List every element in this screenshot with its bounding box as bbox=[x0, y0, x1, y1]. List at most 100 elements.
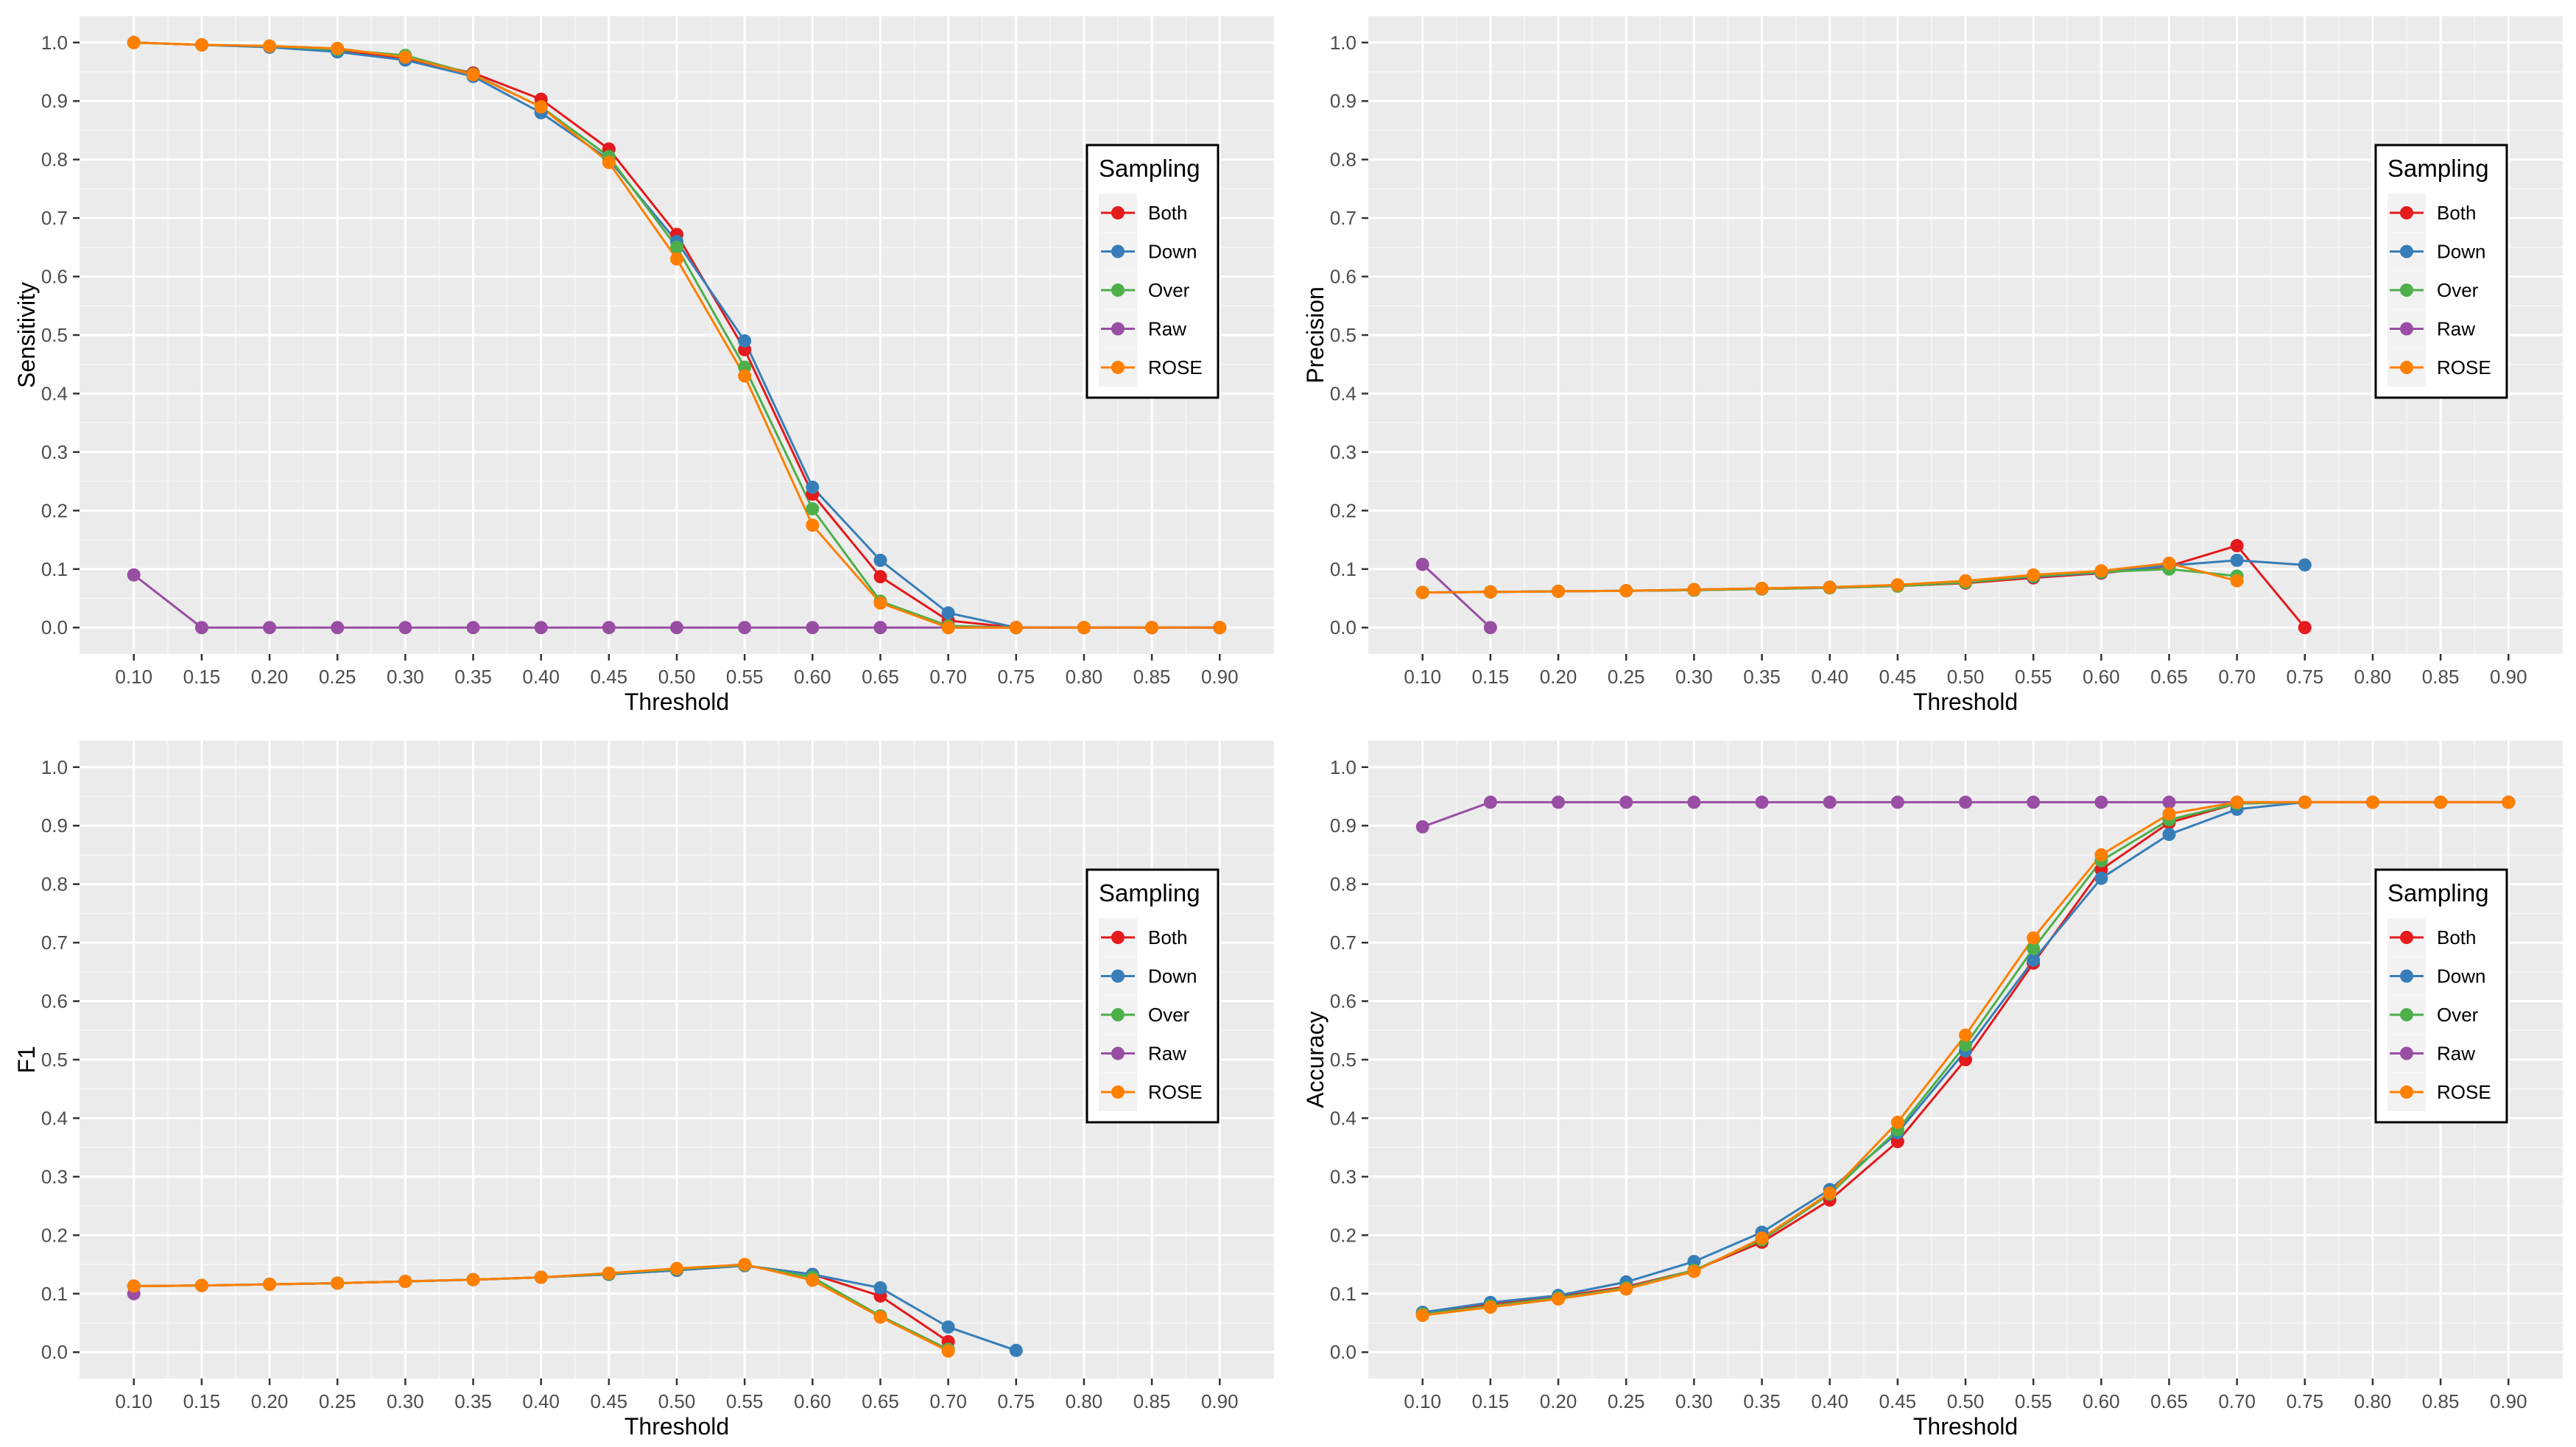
data-point-rose bbox=[127, 1279, 141, 1293]
legend-key-point bbox=[2400, 1046, 2413, 1060]
data-point-raw bbox=[1755, 795, 1769, 809]
legend-key-point bbox=[1111, 322, 1125, 336]
y-tick-label: 0.9 bbox=[41, 90, 68, 112]
legend: Sampling Both Down Over Raw ROSE bbox=[2374, 868, 2508, 1124]
legend-label-down: Down bbox=[1148, 241, 1197, 263]
legend-key-point bbox=[1111, 284, 1125, 297]
x-tick-label: 0.85 bbox=[2422, 1390, 2460, 1412]
data-point-down bbox=[2230, 553, 2244, 567]
x-tick-label: 0.20 bbox=[251, 1390, 289, 1412]
data-point-rose bbox=[2298, 795, 2312, 809]
chart-panel-2: 0.0 0.1 0.2 0.3 0.4 0.5 0.6 0.7 0.8 0.9 1.0 0.10 0.1… bbox=[1302, 16, 2563, 715]
x-tick-label: 0.20 bbox=[251, 666, 289, 688]
y-tick-label: 0.1 bbox=[41, 558, 68, 580]
x-tick-label: 0.30 bbox=[1675, 1390, 1713, 1412]
x-tick-label: 0.10 bbox=[1404, 666, 1441, 688]
data-point-rose bbox=[670, 1261, 683, 1275]
legend-label-over: Over bbox=[1148, 1004, 1190, 1026]
data-point-down bbox=[941, 1320, 955, 1334]
data-point-raw bbox=[194, 621, 208, 635]
data-point-raw bbox=[398, 621, 412, 635]
data-point-down bbox=[1009, 1343, 1023, 1357]
x-axis-title: Threshold bbox=[1913, 1413, 2018, 1440]
data-point-over bbox=[806, 501, 820, 515]
legend-key-point bbox=[1111, 1008, 1125, 1021]
x-axis-title: Threshold bbox=[1913, 689, 2018, 715]
data-point-down bbox=[2298, 558, 2312, 572]
data-point-raw bbox=[1823, 795, 1837, 809]
legend: Sampling Both Down Over Raw ROSE bbox=[1085, 868, 1220, 1124]
x-tick-label: 0.90 bbox=[1201, 1390, 1239, 1412]
data-point-raw bbox=[1415, 557, 1429, 571]
data-point-rose bbox=[2027, 568, 2041, 582]
legend-key-point bbox=[1111, 244, 1125, 258]
data-point-down bbox=[873, 1281, 887, 1295]
y-tick-label: 0.2 bbox=[41, 1224, 68, 1246]
x-tick-label: 0.30 bbox=[387, 666, 424, 688]
data-point-raw bbox=[534, 621, 548, 635]
data-point-rose bbox=[2162, 556, 2176, 570]
y-tick-label: 0.7 bbox=[41, 207, 68, 229]
legend: Sampling Both Down Over Raw ROSE bbox=[2374, 144, 2508, 399]
y-axis-title: Accuracy bbox=[1302, 1011, 1329, 1108]
x-tick-label: 0.75 bbox=[997, 666, 1035, 688]
y-tick-label: 0.5 bbox=[41, 1049, 68, 1071]
x-tick-label: 0.15 bbox=[183, 666, 221, 688]
x-tick-label: 0.70 bbox=[929, 1390, 967, 1412]
legend-key-point bbox=[1111, 969, 1125, 983]
y-tick-label: 0.7 bbox=[1330, 207, 1356, 229]
data-point-rose bbox=[1415, 585, 1429, 599]
y-tick-label: 0.1 bbox=[1330, 558, 1356, 580]
data-point-both bbox=[2230, 539, 2244, 553]
chart-panel-4: 0.0 0.1 0.2 0.3 0.4 0.5 0.6 0.7 0.8 0.9 1.0 0.10 0.1… bbox=[1302, 741, 2563, 1440]
data-point-raw bbox=[670, 621, 683, 635]
legend-title: Sampling bbox=[1099, 879, 1200, 906]
data-point-rose bbox=[1552, 1292, 1566, 1306]
x-tick-label: 0.15 bbox=[1472, 666, 1510, 688]
x-tick-label: 0.75 bbox=[2286, 1390, 2323, 1412]
legend-label-rose: ROSE bbox=[1148, 356, 1203, 379]
legend-label-raw: Raw bbox=[2437, 318, 2475, 340]
x-tick-label: 0.70 bbox=[2218, 666, 2256, 688]
legend-label-rose: ROSE bbox=[2437, 1081, 2491, 1103]
x-tick-label: 0.55 bbox=[2015, 666, 2052, 688]
y-tick-label: 0.8 bbox=[41, 149, 68, 171]
data-point-rose bbox=[2162, 807, 2176, 821]
data-point-down bbox=[2094, 871, 2108, 885]
legend-label-over: Over bbox=[2437, 1004, 2479, 1026]
y-tick-label: 0.9 bbox=[1330, 90, 1356, 112]
data-point-rose bbox=[2094, 564, 2108, 578]
legend-label-down: Down bbox=[1148, 965, 1197, 987]
data-point-rose bbox=[2502, 795, 2516, 809]
data-point-raw bbox=[1890, 795, 1904, 809]
x-tick-label: 0.35 bbox=[454, 666, 492, 688]
data-point-raw bbox=[602, 621, 616, 635]
x-tick-label: 0.20 bbox=[1540, 1390, 1577, 1412]
data-point-rose bbox=[1687, 1264, 1701, 1278]
legend-key-point bbox=[1111, 206, 1125, 219]
x-tick-label: 0.85 bbox=[2422, 666, 2460, 688]
x-tick-label: 0.35 bbox=[1743, 666, 1781, 688]
x-tick-label: 0.70 bbox=[929, 666, 967, 688]
data-point-rose bbox=[2094, 848, 2108, 862]
legend-key-point bbox=[2400, 244, 2413, 258]
data-point-raw bbox=[331, 621, 345, 635]
data-point-raw bbox=[2027, 795, 2041, 809]
data-point-raw bbox=[1619, 795, 1633, 809]
x-tick-label: 0.45 bbox=[591, 666, 628, 688]
y-tick-label: 0.4 bbox=[41, 382, 68, 404]
series-line-raw bbox=[1421, 563, 1491, 629]
y-tick-label: 0.7 bbox=[41, 932, 68, 954]
data-point-raw bbox=[2094, 795, 2108, 809]
data-point-rose bbox=[873, 596, 887, 610]
data-point-rose bbox=[2365, 795, 2379, 809]
y-tick-label: 0.6 bbox=[1330, 266, 1356, 288]
x-tick-label: 0.80 bbox=[2354, 1390, 2392, 1412]
x-tick-label: 0.20 bbox=[1540, 666, 1577, 688]
data-point-rose bbox=[194, 1278, 208, 1292]
legend-label-both: Both bbox=[1148, 926, 1188, 948]
legend-key-point bbox=[1111, 361, 1125, 374]
y-tick-label: 0.3 bbox=[41, 1166, 68, 1188]
legend-label-rose: ROSE bbox=[1148, 1081, 1203, 1103]
data-point-raw bbox=[806, 621, 820, 635]
